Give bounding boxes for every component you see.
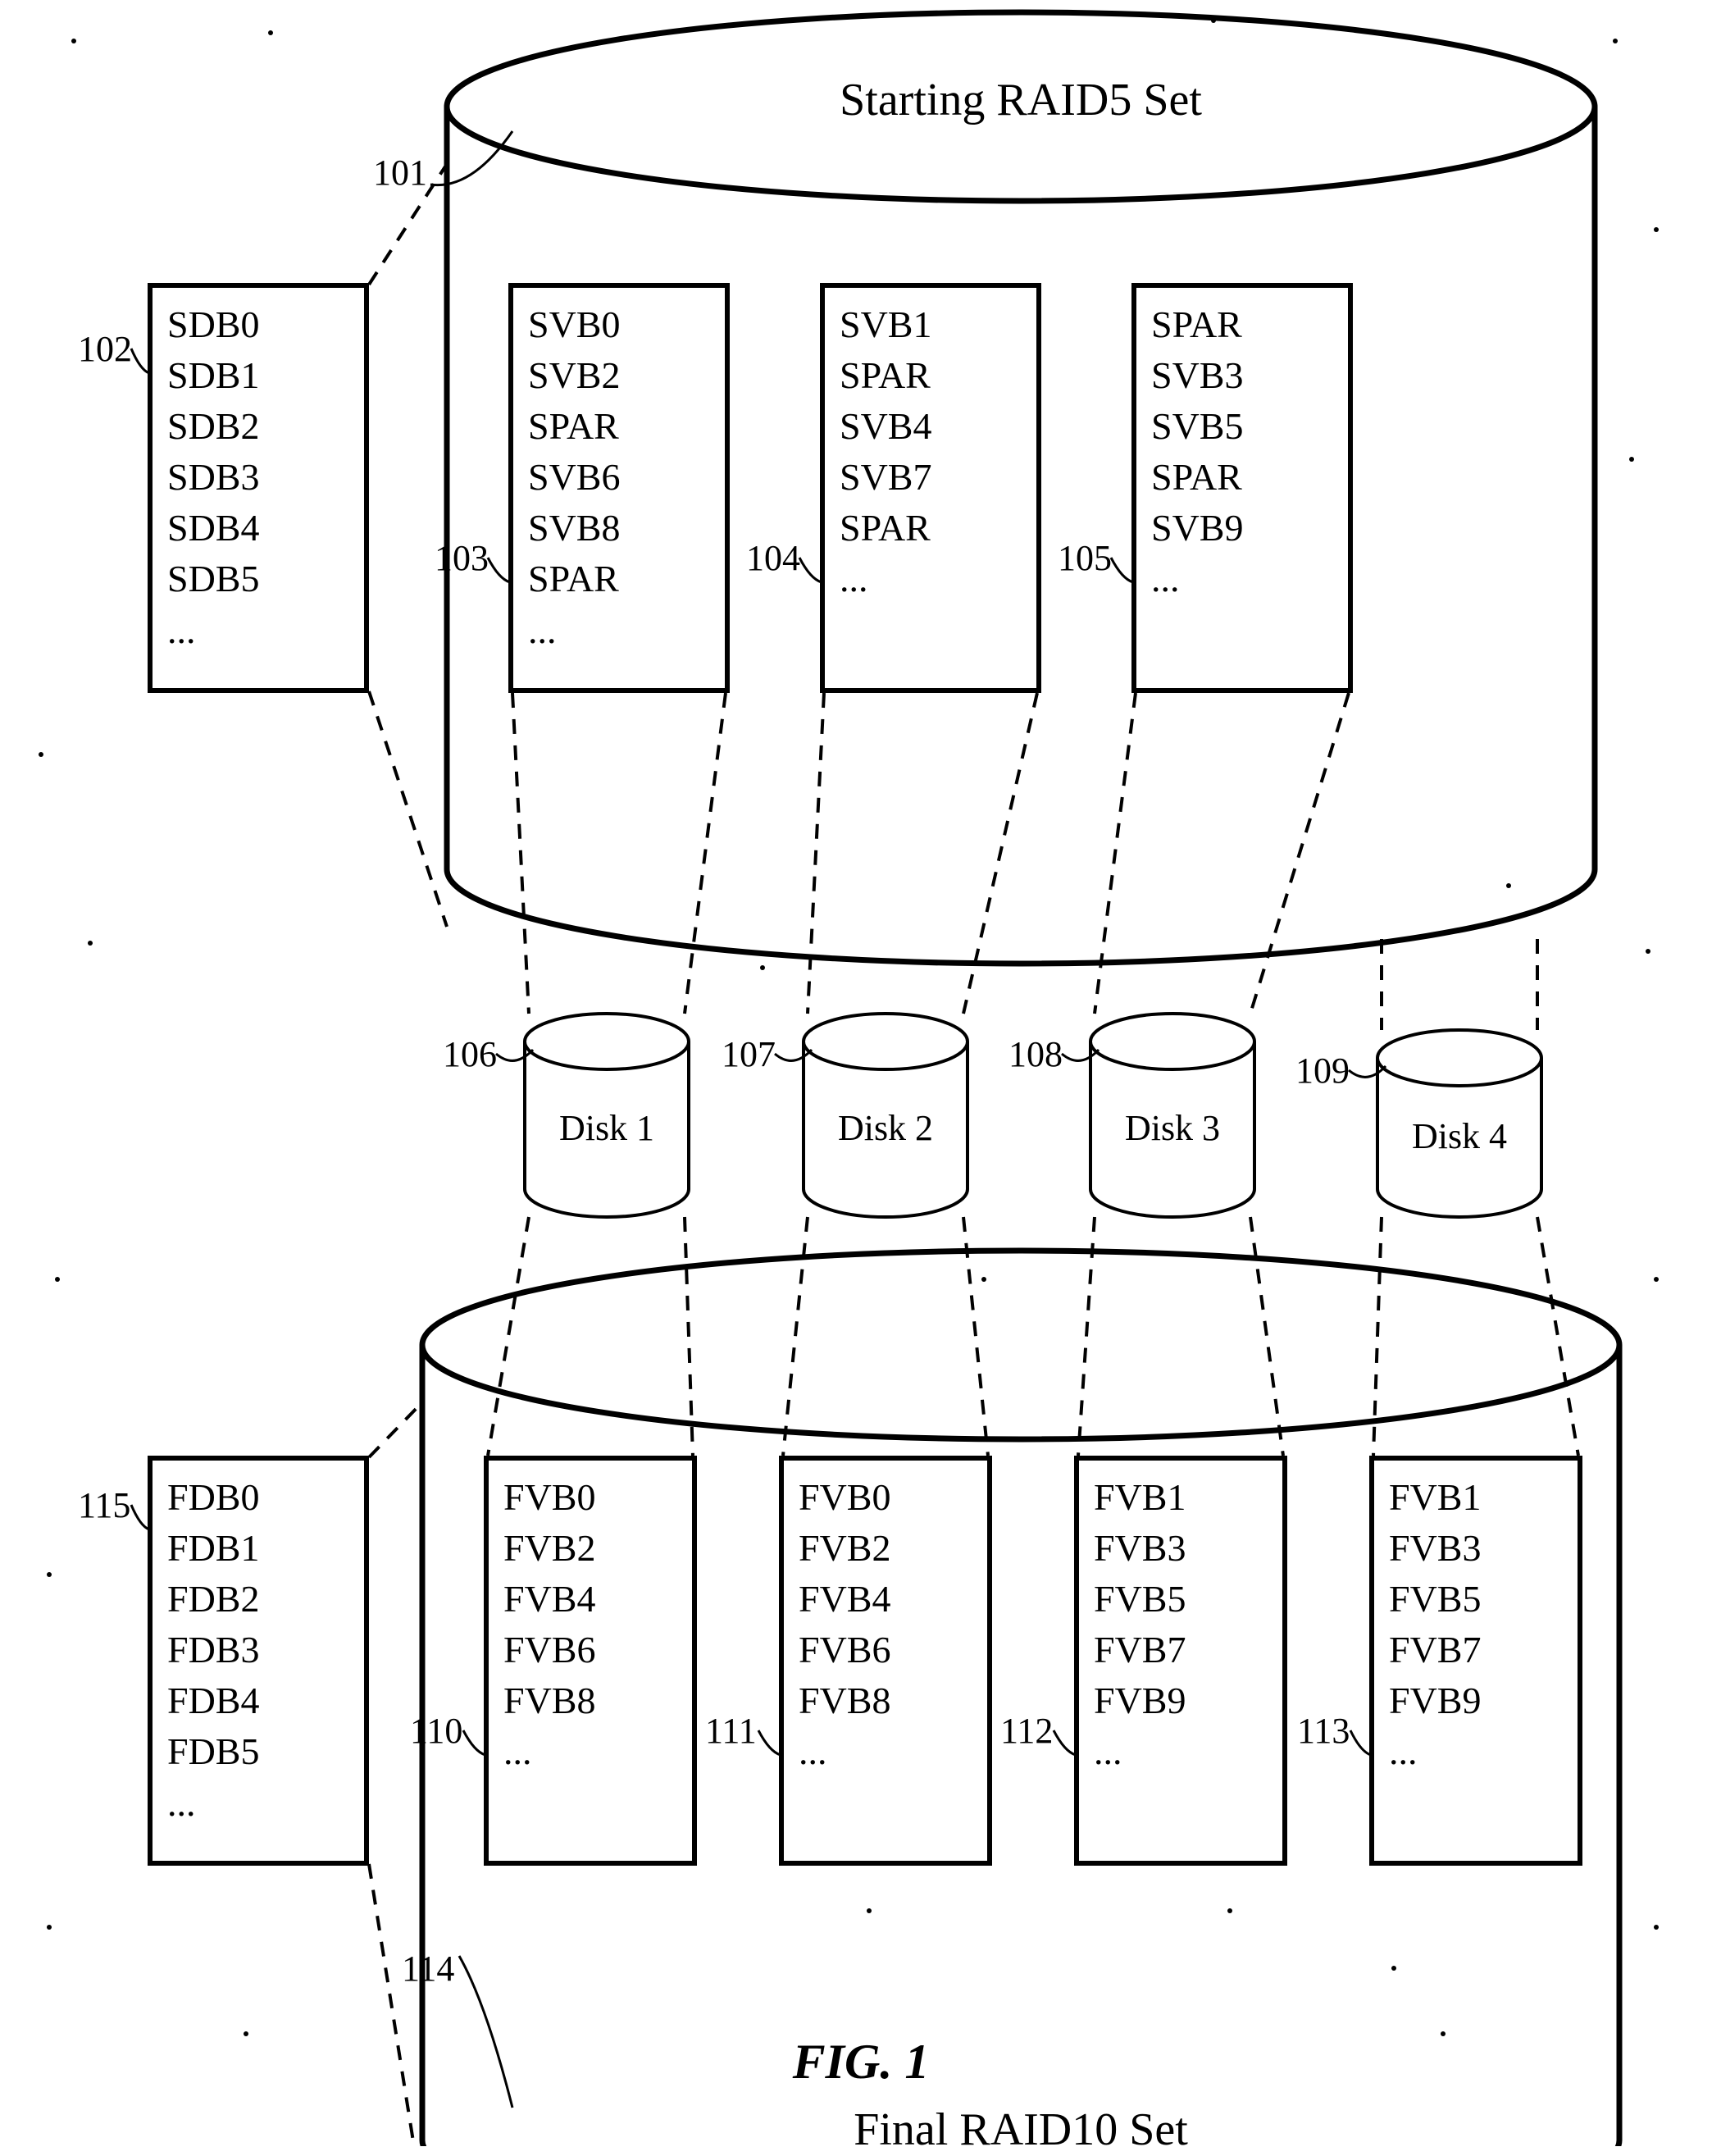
bottom-block-1: FVB0FVB2FVB4FVB6FVB8... bbox=[484, 1456, 697, 1866]
callout-108: 108 bbox=[1008, 1033, 1063, 1075]
top-block-1: SVB0SVB2SPARSVB6SVB8SPAR... bbox=[508, 283, 730, 693]
callout-105: 105 bbox=[1058, 537, 1112, 579]
callout-114: 114 bbox=[402, 1948, 454, 1990]
callout-110: 110 bbox=[410, 1710, 462, 1752]
callout-104: 104 bbox=[746, 537, 800, 579]
top-block-2: SVB1SPARSVB4SVB7SPAR... bbox=[820, 283, 1041, 693]
disk-label-3: Disk 3 bbox=[1107, 1107, 1238, 1149]
disk-label-1: Disk 1 bbox=[541, 1107, 672, 1149]
bottom-block-4: FVB1FVB3FVB5FVB7FVB9... bbox=[1369, 1456, 1582, 1866]
figure-caption: FIG. 1 bbox=[738, 2034, 984, 2090]
disk-label-2: Disk 2 bbox=[820, 1107, 951, 1149]
bottom-cyl-title: Final RAID10 Set bbox=[775, 2104, 1267, 2156]
bottom-block-3: FVB1FVB3FVB5FVB7FVB9... bbox=[1074, 1456, 1287, 1866]
top-cyl-title: Starting RAID5 Set bbox=[775, 74, 1267, 126]
top-block-0: SDB0SDB1SDB2SDB3SDB4SDB5... bbox=[148, 283, 369, 693]
callout-115: 115 bbox=[78, 1484, 130, 1526]
callout-113: 113 bbox=[1297, 1710, 1350, 1752]
callout-107: 107 bbox=[722, 1033, 776, 1075]
callout-109: 109 bbox=[1295, 1050, 1350, 1092]
bottom-block-2: FVB0FVB2FVB4FVB6FVB8... bbox=[779, 1456, 992, 1866]
callout-106: 106 bbox=[443, 1033, 497, 1075]
callout-103: 103 bbox=[435, 537, 489, 579]
callout-111: 111 bbox=[705, 1710, 757, 1752]
disk-label-4: Disk 4 bbox=[1394, 1115, 1525, 1157]
callout-101: 101 bbox=[373, 152, 427, 194]
top-block-3: SPARSVB3SVB5SPARSVB9... bbox=[1131, 283, 1353, 693]
callout-102: 102 bbox=[78, 328, 132, 370]
bottom-block-0: FDB0FDB1FDB2FDB3FDB4FDB5... bbox=[148, 1456, 369, 1866]
callout-112: 112 bbox=[1000, 1710, 1053, 1752]
